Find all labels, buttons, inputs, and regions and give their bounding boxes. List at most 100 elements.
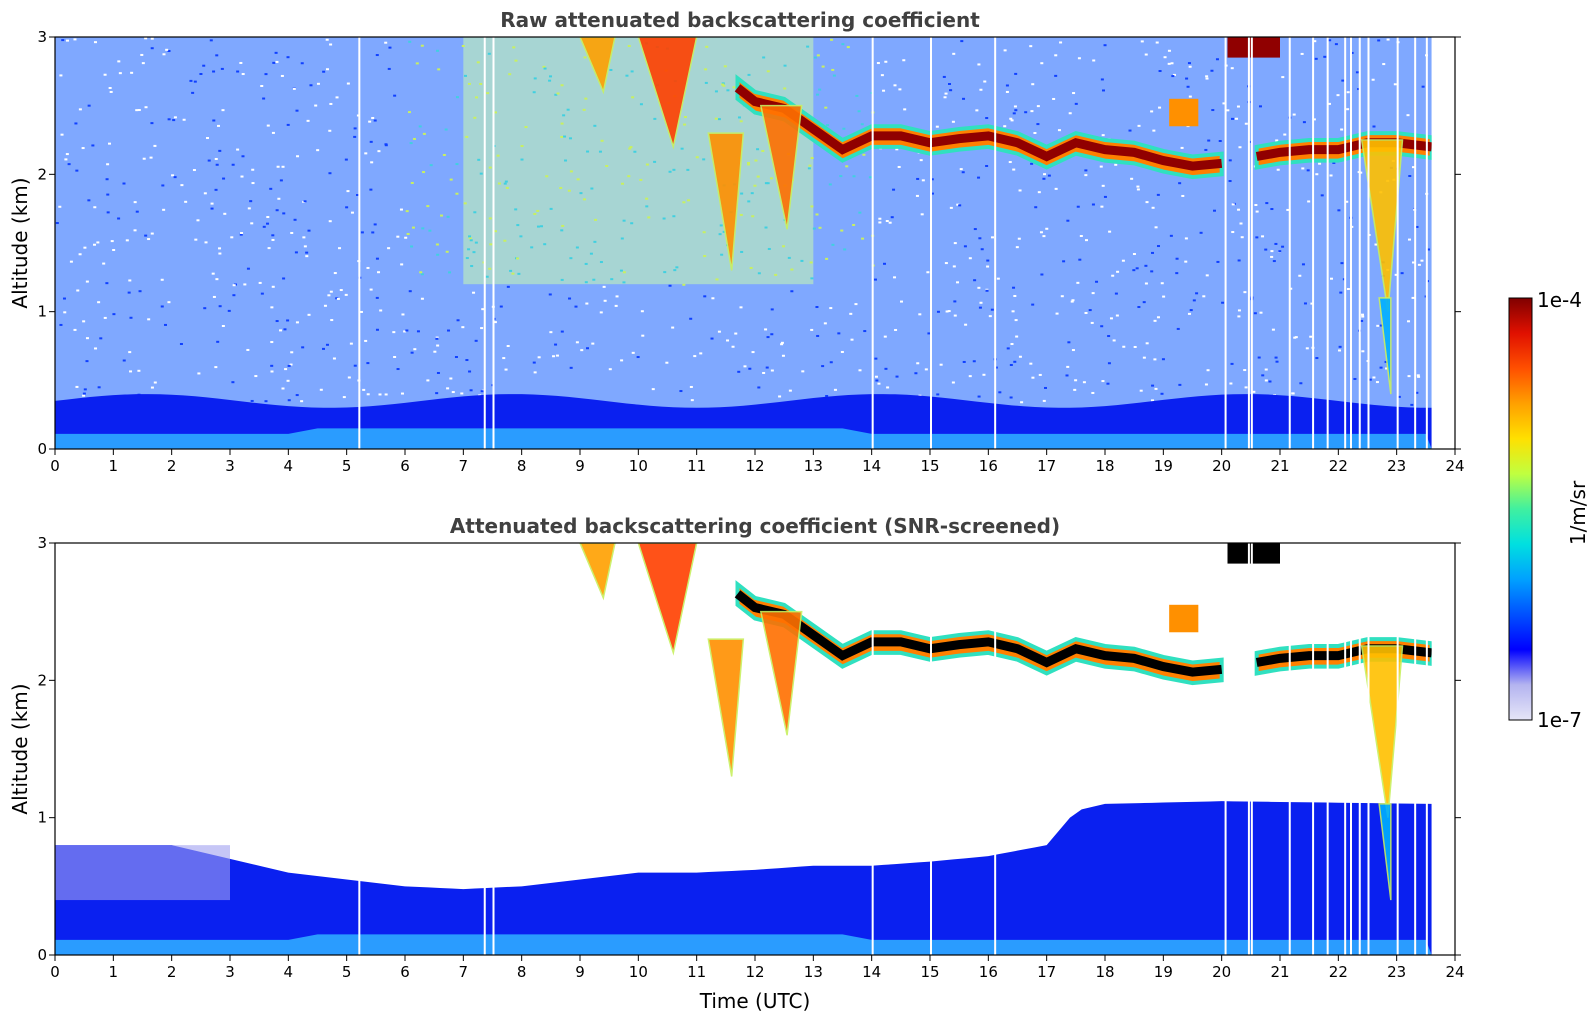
noise-pixel xyxy=(543,67,547,70)
noise-pixel xyxy=(508,73,512,76)
noise-pixel xyxy=(270,364,274,367)
noise-pixel xyxy=(1332,161,1336,164)
noise-pixel xyxy=(209,39,213,42)
noise-pixel xyxy=(536,209,540,212)
noise-pixel xyxy=(563,135,567,138)
noise-pixel xyxy=(369,188,373,191)
noise-pixel xyxy=(243,283,247,286)
noise-pixel xyxy=(924,368,928,371)
noise-pixel xyxy=(1107,335,1111,338)
noise-pixel xyxy=(379,309,383,312)
noise-pixel xyxy=(560,330,564,333)
x-tick-label: 3 xyxy=(225,457,235,475)
noise-pixel xyxy=(416,330,420,333)
noise-pixel xyxy=(1151,384,1155,387)
noise-pixel xyxy=(1315,357,1319,360)
noise-pixel xyxy=(122,359,126,362)
noise-pixel xyxy=(560,122,564,125)
noise-pixel xyxy=(1188,95,1192,98)
noise-pixel xyxy=(1205,77,1209,80)
noise-pixel xyxy=(1036,123,1040,126)
noise-pixel xyxy=(1068,112,1072,115)
noise-pixel xyxy=(505,186,509,189)
data-gap-line xyxy=(1326,543,1329,955)
noise-pixel xyxy=(346,82,350,85)
noise-pixel xyxy=(182,118,186,121)
noise-pixel xyxy=(1379,366,1383,369)
x-tick-label: 23 xyxy=(1387,457,1406,475)
noise-pixel xyxy=(1057,129,1061,132)
noise-pixel xyxy=(808,164,812,167)
noise-pixel xyxy=(59,74,63,77)
noise-pixel xyxy=(325,38,329,41)
noise-pixel xyxy=(435,392,439,395)
noise-pixel xyxy=(373,119,377,122)
noise-pixel xyxy=(241,155,245,158)
x-tick-label: 8 xyxy=(517,963,527,981)
noise-pixel xyxy=(353,127,357,130)
noise-pixel xyxy=(963,245,967,248)
noise-pixel xyxy=(270,306,274,309)
noise-pixel xyxy=(833,388,837,391)
data-gap-line xyxy=(1358,37,1361,449)
noise-pixel xyxy=(296,155,300,158)
noise-pixel xyxy=(885,220,889,223)
noise-pixel xyxy=(455,96,459,99)
noise-pixel xyxy=(593,240,597,243)
noise-pixel xyxy=(1298,274,1302,277)
noise-pixel xyxy=(1100,205,1104,208)
noise-pixel xyxy=(1265,202,1269,205)
noise-pixel xyxy=(129,370,133,373)
noise-pixel xyxy=(1029,45,1033,48)
noise-pixel xyxy=(137,109,141,112)
noise-pixel xyxy=(192,169,196,172)
noise-pixel xyxy=(388,46,392,49)
noise-pixel xyxy=(1302,121,1306,124)
noise-pixel xyxy=(882,89,886,92)
noise-pixel xyxy=(503,182,507,185)
x-tick-label: 12 xyxy=(745,963,764,981)
boundary-layer xyxy=(55,801,1432,955)
noise-pixel xyxy=(693,355,697,358)
noise-pixel xyxy=(60,133,64,136)
noise-pixel xyxy=(918,313,922,316)
noise-pixel xyxy=(1121,259,1125,262)
noise-pixel xyxy=(1092,59,1096,62)
noise-pixel xyxy=(829,361,833,364)
noise-pixel xyxy=(1078,258,1082,261)
noise-pixel xyxy=(1108,230,1112,233)
surface-layer xyxy=(55,934,1432,955)
noise-pixel xyxy=(1154,226,1158,229)
noise-pixel xyxy=(141,62,145,65)
noise-pixel xyxy=(1329,174,1333,177)
noise-pixel xyxy=(689,317,693,320)
noise-pixel xyxy=(82,394,86,397)
noise-pixel xyxy=(436,49,440,52)
noise-pixel xyxy=(1270,250,1274,253)
noise-pixel xyxy=(1306,169,1310,172)
noise-pixel xyxy=(301,346,305,349)
noise-pixel xyxy=(1162,295,1166,298)
noise-pixel xyxy=(477,158,481,161)
noise-pixel xyxy=(1101,184,1105,187)
noise-pixel xyxy=(977,63,981,66)
noise-pixel xyxy=(668,284,672,287)
noise-pixel xyxy=(488,166,492,169)
noise-pixel xyxy=(240,232,244,235)
noise-pixel xyxy=(985,117,989,120)
noise-pixel xyxy=(1054,54,1058,57)
noise-pixel xyxy=(1045,227,1049,230)
noise-pixel xyxy=(1221,301,1225,304)
noise-pixel xyxy=(138,290,142,293)
noise-pixel xyxy=(749,266,753,269)
noise-pixel xyxy=(830,38,834,41)
noise-pixel xyxy=(446,215,450,218)
noise-pixel xyxy=(487,52,491,55)
noise-pixel xyxy=(179,342,183,345)
noise-pixel xyxy=(1012,112,1016,115)
noise-pixel xyxy=(592,278,596,281)
noise-pixel xyxy=(816,93,820,96)
noise-pixel xyxy=(672,215,676,218)
noise-pixel xyxy=(978,306,982,309)
noise-pixel xyxy=(180,184,184,187)
